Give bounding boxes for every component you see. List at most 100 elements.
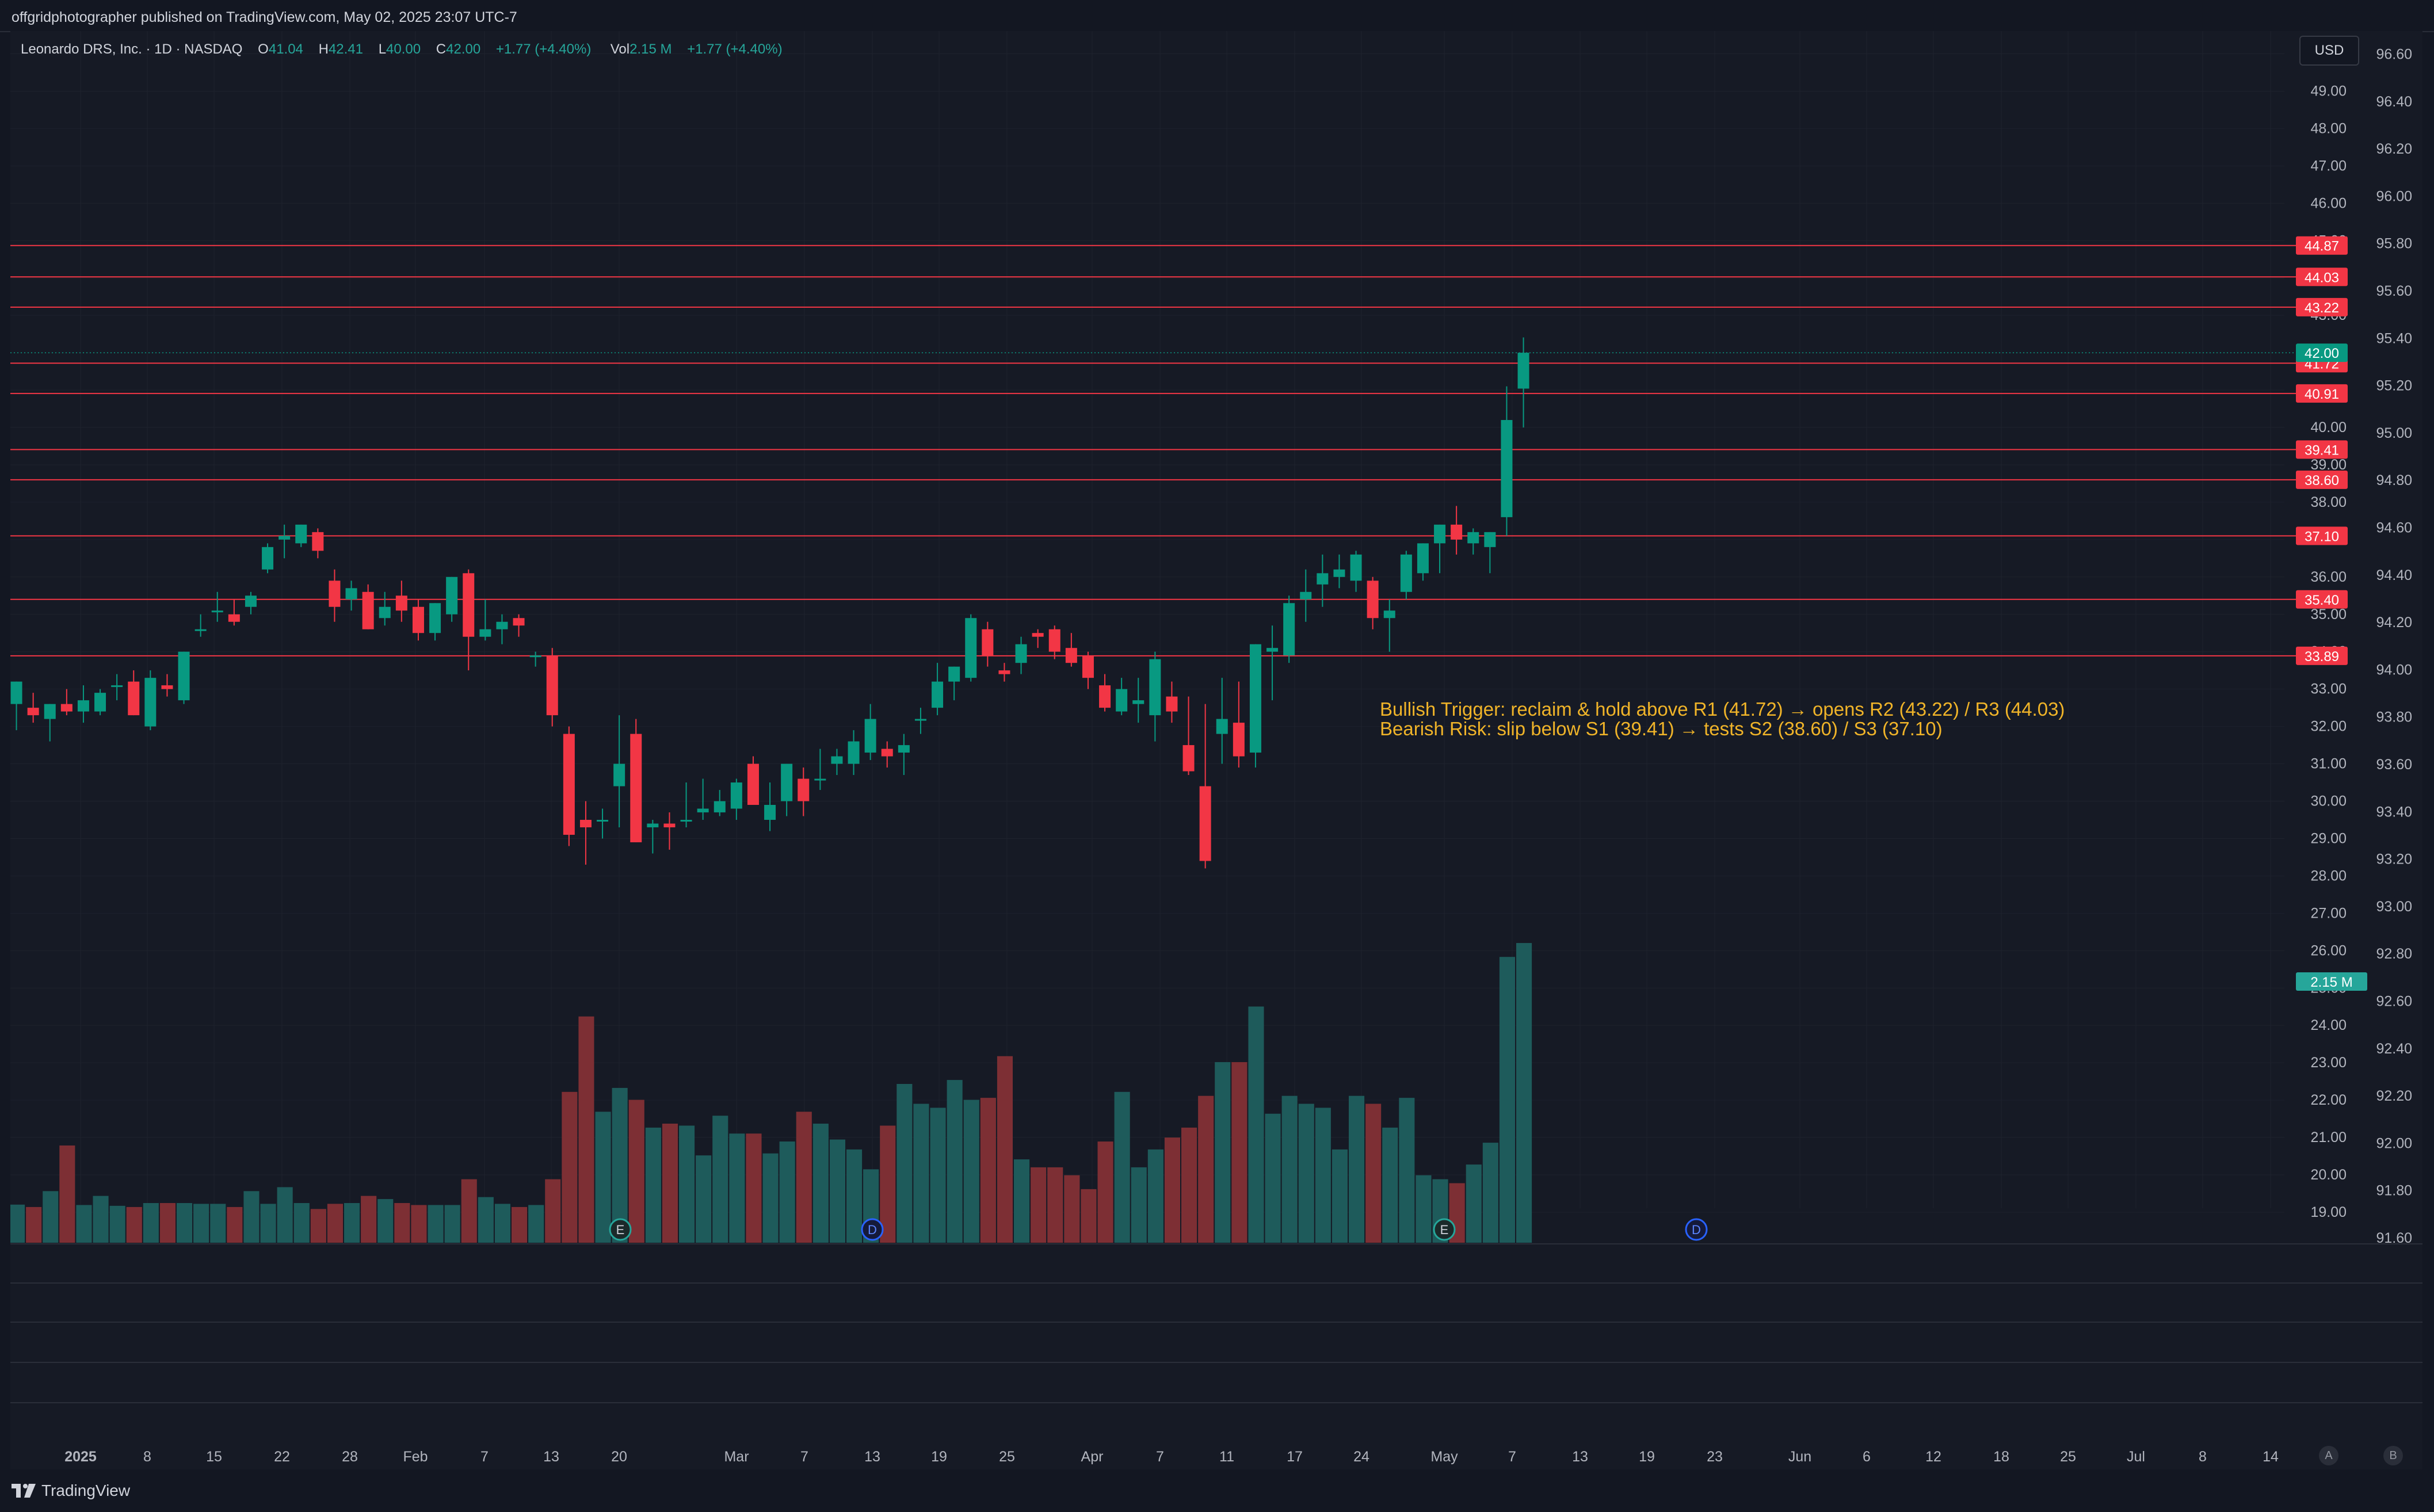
candle-body: [881, 749, 893, 757]
candle-body: [998, 670, 1010, 674]
currency-button[interactable]: USD: [2299, 36, 2359, 66]
x-axis-tick-label: 7: [1156, 1449, 1164, 1465]
right-axis-tick-label: 94.80: [2376, 472, 2412, 488]
volume-bar: [1281, 1095, 1298, 1243]
volume-bar: [1516, 943, 1532, 1243]
volume-bar: [411, 1205, 427, 1243]
right-axis-tick-label: 93.80: [2376, 709, 2412, 726]
price-chart[interactable]: EDED50.0049.0048.0047.0046.0045.0044.004…: [10, 31, 2422, 1469]
log-scale-button[interactable]: B: [2383, 1446, 2403, 1465]
last-price-label: 42.00: [2305, 346, 2339, 361]
volume-bar: [1064, 1175, 1080, 1243]
volume-bar: [1097, 1141, 1113, 1243]
right-axis-tick-label: 96.40: [2376, 94, 2412, 110]
x-axis-tick-label: 12: [1925, 1449, 1941, 1465]
volume-bar: [528, 1205, 544, 1243]
candle-body: [1451, 524, 1463, 540]
candle-body: [412, 606, 424, 633]
symbol-name: Leonardo DRS, Inc. · 1D · NASDAQ: [21, 41, 243, 57]
candle-body: [1132, 700, 1144, 704]
candle-body: [211, 610, 223, 613]
candle-body: [864, 719, 876, 753]
annotation-text[interactable]: Bullish Trigger: reclaim & hold above R1…: [1380, 700, 2065, 739]
left-axis-tick-label: 20.00: [2310, 1167, 2347, 1183]
tradingview-logo[interactable]: TradingView: [12, 1482, 130, 1500]
right-axis-tick-label: 91.80: [2376, 1183, 2412, 1199]
volume-bar: [545, 1179, 561, 1243]
level-label: 43.22: [2305, 300, 2339, 316]
level-label: 44.03: [2305, 270, 2339, 285]
candle-body: [1501, 420, 1513, 517]
volume-bar: [227, 1206, 243, 1243]
chart-area[interactable]: EDED50.0049.0048.0047.0046.0045.0044.004…: [10, 31, 2422, 1469]
x-axis-tick-label: 20: [611, 1449, 627, 1465]
volume-bar: [1014, 1159, 1030, 1243]
candle-body: [697, 808, 709, 812]
x-axis-tick-label: 11: [1219, 1449, 1234, 1465]
volume-bar: [93, 1196, 109, 1243]
right-axis-tick-label: 92.00: [2376, 1135, 2412, 1151]
right-axis-tick-label: 95.00: [2376, 425, 2412, 441]
x-axis-tick-label: 13: [543, 1449, 559, 1465]
x-axis-tick-label: 24: [1353, 1449, 1369, 1465]
candle-body: [429, 603, 441, 633]
x-axis-tick-label: 2025: [64, 1449, 97, 1465]
volume-bar: [997, 1056, 1013, 1243]
level-badge: [2296, 590, 2348, 609]
svg-text:D: D: [868, 1223, 877, 1237]
candle-body: [1367, 581, 1379, 618]
candle-body: [446, 576, 458, 614]
dividend-marker-icon[interactable]: D: [861, 1218, 884, 1241]
volume-bar: [1248, 1006, 1264, 1243]
volume-bar: [26, 1206, 42, 1243]
change-value: +1.77 (+4.40%): [495, 41, 592, 57]
x-axis-tick-label: Jun: [1788, 1449, 1811, 1465]
candle-body: [932, 681, 944, 708]
level-badge: [2296, 268, 2348, 287]
volume-bar: [277, 1187, 293, 1243]
x-axis-tick-label: 8: [143, 1449, 151, 1465]
volume-bar: [1416, 1175, 1432, 1243]
candle-body: [60, 704, 73, 712]
candle-body: [228, 614, 240, 622]
level-badge: [2296, 297, 2348, 316]
level-badge: [2296, 236, 2348, 255]
candle-body: [579, 819, 592, 827]
candle-body: [1166, 696, 1178, 712]
volume-bar: [1466, 1164, 1482, 1243]
candle-body: [982, 629, 994, 656]
volume-bar: [812, 1124, 829, 1243]
x-axis-tick-label: 19: [931, 1449, 947, 1465]
level-badge: [2296, 646, 2348, 665]
candle-body: [898, 745, 910, 753]
volume-bar: [562, 1091, 578, 1243]
x-axis-tick-label: 6: [1863, 1449, 1871, 1465]
volume-bar: [1114, 1091, 1130, 1243]
left-axis-tick-label: 49.00: [2310, 83, 2347, 99]
volume-bar: [679, 1125, 695, 1243]
volume-value: 2.15 M: [630, 41, 672, 57]
chart-background: [10, 31, 2422, 1469]
bearish-risk-text: Bearish Risk: slip below S1 (39.41) → te…: [1380, 718, 1943, 739]
volume-bar: [1047, 1167, 1063, 1243]
earnings-marker-icon[interactable]: E: [609, 1218, 632, 1241]
close-value: 42.00: [446, 41, 481, 57]
candle-body: [479, 629, 491, 637]
volume-bar: [829, 1139, 845, 1243]
left-axis-tick-label: 32.00: [2310, 719, 2347, 735]
candle-body: [1266, 648, 1279, 652]
earnings-marker-icon[interactable]: E: [1433, 1218, 1456, 1241]
right-axis-tick-label: 95.80: [2376, 236, 2412, 252]
candle-body: [1383, 610, 1395, 618]
candle-body: [1065, 648, 1077, 663]
right-axis-tick-label: 93.60: [2376, 757, 2412, 773]
volume-bar: [947, 1080, 963, 1243]
auto-scale-button[interactable]: A: [2319, 1446, 2338, 1465]
candle-body: [647, 823, 659, 827]
right-axis-tick-label: 95.60: [2376, 283, 2412, 299]
volume-bar: [1365, 1104, 1382, 1243]
dividend-marker-icon[interactable]: D: [1685, 1218, 1708, 1241]
candle-body: [1249, 644, 1261, 753]
candle-body: [546, 655, 558, 716]
candle-body: [395, 595, 407, 611]
